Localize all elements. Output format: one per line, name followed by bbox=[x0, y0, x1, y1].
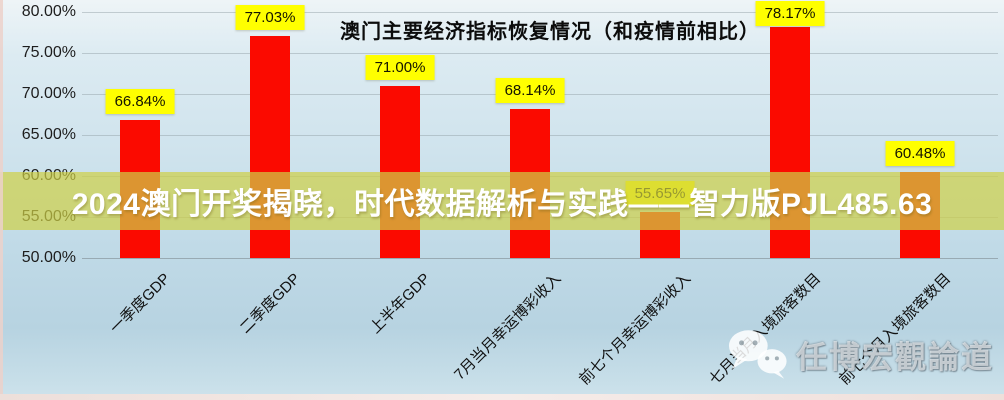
bar-value-label: 68.14% bbox=[495, 78, 565, 104]
watermark-text: 任博宏觀論道 bbox=[796, 339, 994, 375]
y-tick-label: 75.00% bbox=[21, 44, 76, 61]
wechat-icon bbox=[727, 328, 789, 380]
watermark: 任博宏觀論道 bbox=[727, 328, 994, 380]
y-tick-label: 70.00% bbox=[21, 85, 76, 102]
y-gridline bbox=[82, 258, 998, 259]
overlay-banner-text: 2024澳门开奖揭晓，时代数据解析与实践——智力版PJL485.63 bbox=[71, 188, 933, 221]
bar-value-label: 60.48% bbox=[885, 141, 955, 167]
overlay-banner: 2024澳门开奖揭晓，时代数据解析与实践——智力版PJL485.63 bbox=[0, 172, 1004, 230]
x-tick-label: 一季度GDP bbox=[107, 270, 175, 337]
x-tick-label: 上半年GDP bbox=[367, 270, 435, 337]
x-tick-label: 7月当月幸运博彩收入 bbox=[450, 270, 565, 384]
bottom-edge-strip bbox=[0, 394, 1004, 400]
bar-value-label: 71.00% bbox=[365, 54, 435, 80]
bar-value-label: 66.84% bbox=[105, 88, 175, 114]
y-tick-label: 80.00% bbox=[21, 3, 76, 20]
y-tick-label: 65.00% bbox=[21, 126, 76, 143]
y-gridline bbox=[82, 53, 998, 54]
y-gridline bbox=[82, 12, 998, 13]
left-edge-strip bbox=[0, 0, 3, 400]
bar-value-label: 78.17% bbox=[755, 1, 825, 26]
chart-title: 澳门主要经济指标恢复情况（和疫情前相比） bbox=[340, 19, 760, 43]
x-tick-label: 前七个月幸运博彩收入 bbox=[576, 270, 695, 389]
y-tick-label: 50.00% bbox=[21, 249, 76, 266]
bar-value-label: 77.03% bbox=[235, 5, 305, 31]
x-tick-label: 二季度GDP bbox=[237, 270, 305, 337]
